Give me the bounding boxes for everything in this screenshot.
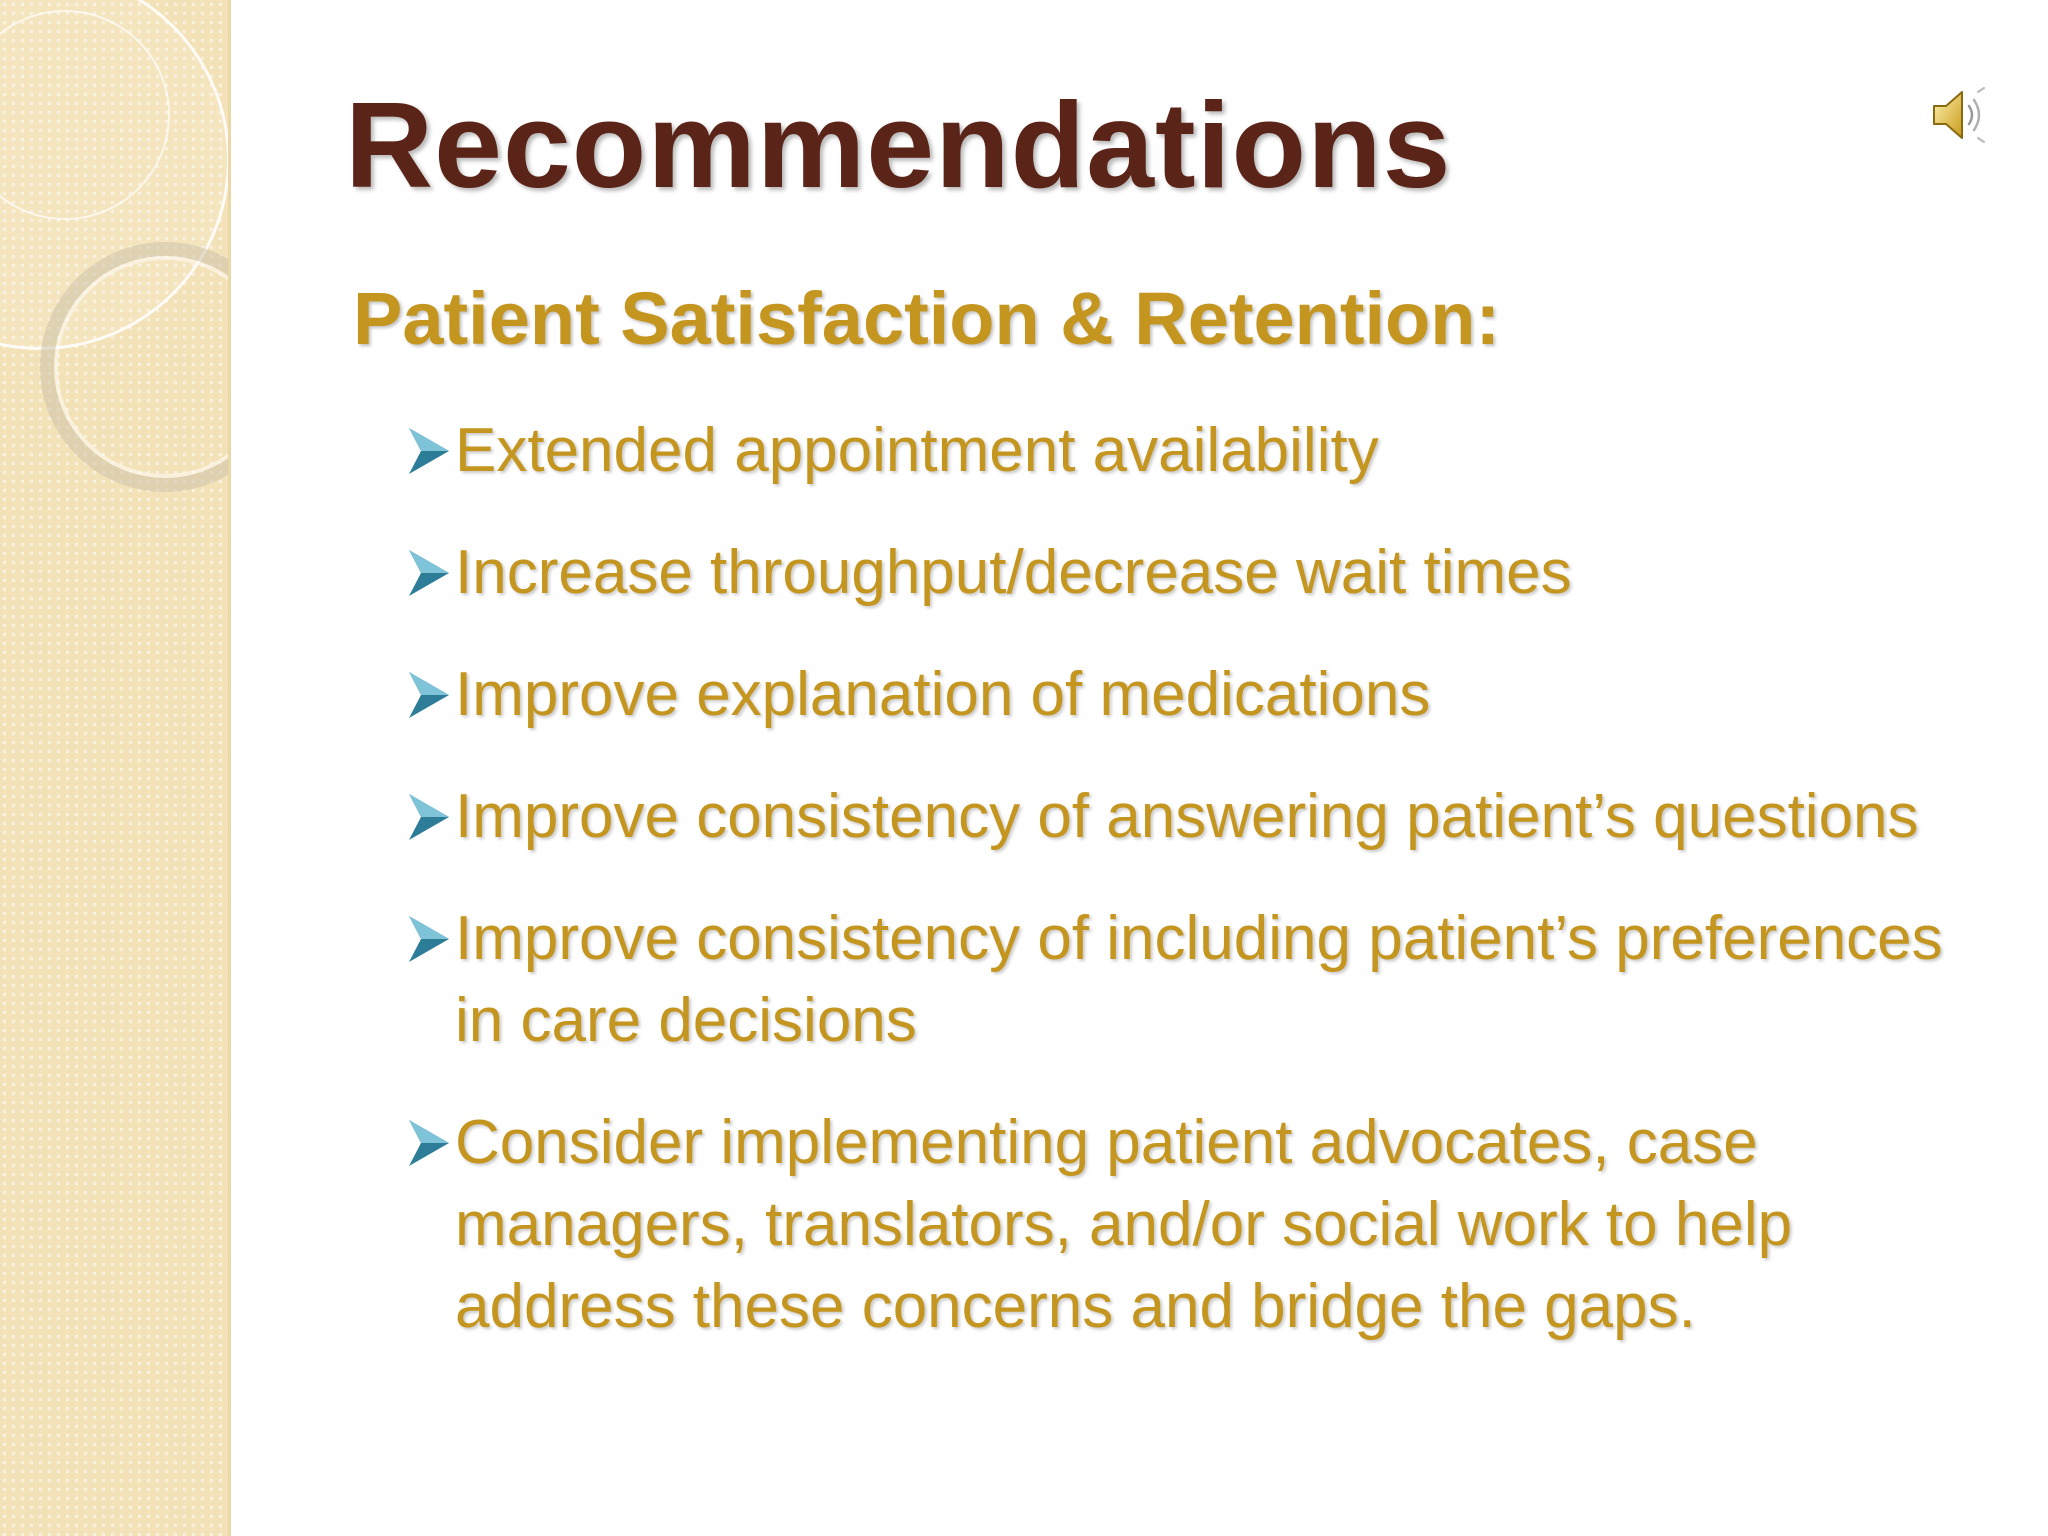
bullet-item: Improve consistency of including patient… xyxy=(405,898,1985,1062)
bullet-item: Improve consistency of answering patient… xyxy=(405,776,1985,858)
slide-subtitle: Patient Satisfaction & Retention: xyxy=(353,277,1501,360)
arrow-bullet-icon xyxy=(409,794,449,840)
bullet-item: Extended appointment availability xyxy=(405,410,1985,492)
decorative-sidebar xyxy=(0,0,231,1536)
arrow-bullet-icon xyxy=(409,550,449,596)
bullet-text: Increase throughput/decrease wait times xyxy=(455,538,1572,607)
slide-title: Recommendations xyxy=(345,77,1452,213)
arrow-bullet-icon xyxy=(409,1120,449,1166)
bullet-text: Improve explanation of medications xyxy=(455,660,1431,729)
bullet-list: Extended appointment availability Increa… xyxy=(405,410,1985,1388)
bullet-text: Extended appointment availability xyxy=(455,416,1379,485)
arrow-bullet-icon xyxy=(409,428,449,474)
bullet-item: Increase throughput/decrease wait times xyxy=(405,532,1985,614)
bullet-text: Improve consistency of including patient… xyxy=(455,904,1943,1055)
bullet-text: Improve consistency of answering patient… xyxy=(455,782,1919,851)
speaker-icon[interactable] xyxy=(1928,84,1990,146)
arrow-bullet-icon xyxy=(409,672,449,718)
bullet-item: Improve explanation of medications xyxy=(405,654,1985,736)
bullet-item: Consider implementing patient advocates,… xyxy=(405,1102,1985,1348)
bullet-text: Consider implementing patient advocates,… xyxy=(455,1108,1793,1341)
arrow-bullet-icon xyxy=(409,916,449,962)
